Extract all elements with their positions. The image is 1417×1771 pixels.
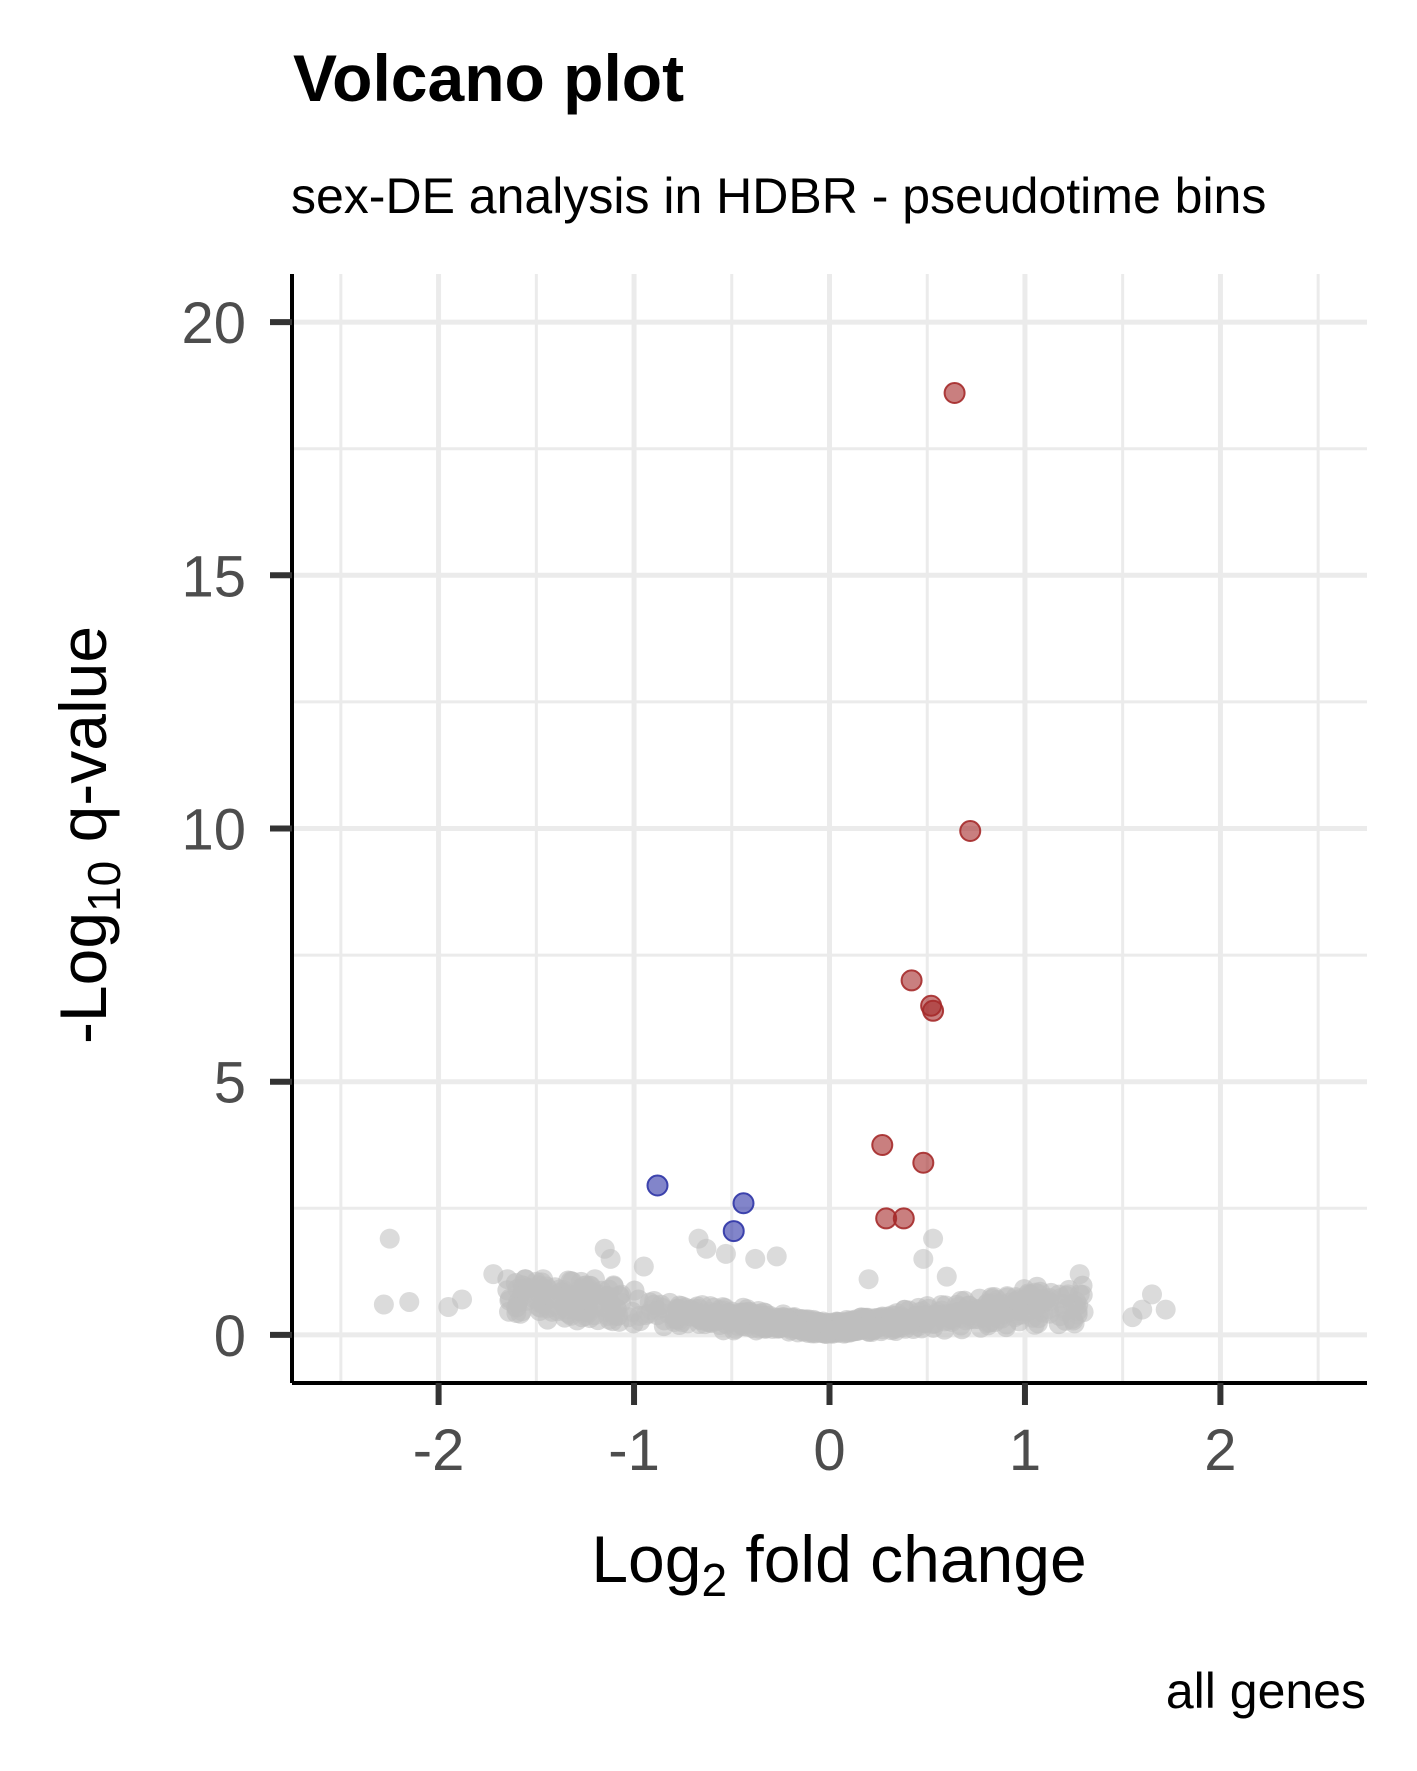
gene-point-ns [584,1269,605,1290]
gene-point-ns [526,1271,547,1292]
gene-point-ns [984,1286,1005,1307]
gene-point-up [892,1207,915,1230]
x-axis-label: Log2 fold change [591,1522,1086,1606]
gene-point-ns [506,1297,527,1318]
gene-point-ns [547,1301,568,1322]
gene-point-ns [1073,1302,1094,1323]
gene-point-ns [1057,1284,1078,1305]
gene-point-ns [600,1248,621,1269]
gene-point-up [900,969,923,992]
y-tick-label: 0 [214,1304,246,1369]
gene-point-up [943,382,966,405]
gene-point-ns [666,1298,687,1319]
gene-point-ns [991,1308,1012,1329]
gene-point-up [959,820,982,843]
gene-point-ns [606,1298,627,1319]
y-tick-label: 15 [181,544,246,609]
x-tick-label: -1 [608,1418,660,1483]
gene-point-ns [399,1291,420,1312]
x-tick-label: -2 [413,1418,465,1483]
gene-point-ns [975,1304,996,1325]
gene-point-ns [1072,1284,1093,1305]
gene-point-ns [806,1311,827,1332]
y-tick-label: 20 [181,291,246,356]
gene-point-down [732,1192,755,1215]
gene-point-ns [373,1294,394,1315]
gene-point-ns [766,1246,787,1267]
gene-point-up [922,999,945,1022]
gene-point-ns [937,1310,958,1331]
gene-point-ns [696,1238,717,1259]
gene-point-ns [851,1317,872,1338]
gene-point-ns [895,1309,916,1330]
gene-point-ns [715,1243,736,1264]
gene-point-up [871,1133,894,1156]
gene-point-ns [483,1264,504,1285]
data-points [373,382,1176,1335]
chart-subtitle: sex-DE analysis in HDBR - pseudotime bin… [291,168,1266,224]
chart-caption: all genes [1166,1663,1366,1719]
gene-point-ns [936,1266,957,1287]
gene-point-down [722,1220,745,1243]
gene-point-ns [1006,1290,1027,1311]
chart-title: Volcano plot [293,41,684,115]
gene-point-ns [697,1312,718,1333]
y-tick-label: 5 [214,1051,246,1116]
x-tick-label: 0 [813,1418,845,1483]
gene-point-ns [641,1300,662,1321]
gene-point-ns [1069,1264,1090,1285]
gene-point-ns [789,1318,810,1339]
gene-point-ns [923,1228,944,1249]
gene-point-ns [1142,1284,1162,1305]
gene-point-ns [858,1269,879,1290]
gene-point-ns [497,1280,518,1301]
gene-point-ns [1122,1307,1143,1328]
gene-point-ns [820,1320,841,1341]
gene-point-ns [918,1298,939,1319]
gene-point-ns [603,1275,624,1296]
gene-point-ns [1155,1299,1176,1320]
gene-point-ns [913,1248,934,1269]
gene-point-ns [633,1256,654,1277]
x-tick-label: 2 [1204,1418,1236,1483]
gene-point-ns [745,1248,766,1269]
gene-point-ns [717,1303,738,1324]
gene-point-ns [1024,1314,1045,1335]
y-tick-label: 10 [181,798,246,863]
y-axis-label: -Log10 q-value [46,626,130,1044]
gene-point-ns [452,1289,473,1310]
gene-point-ns [754,1318,775,1339]
gene-point-up [912,1151,935,1174]
grid-lines [292,274,1367,1383]
gene-point-ns [1038,1291,1059,1312]
gene-point-down [646,1174,669,1197]
x-tick-label: 1 [1009,1418,1041,1483]
gene-point-ns [379,1228,400,1249]
gene-point-ns [523,1288,544,1309]
